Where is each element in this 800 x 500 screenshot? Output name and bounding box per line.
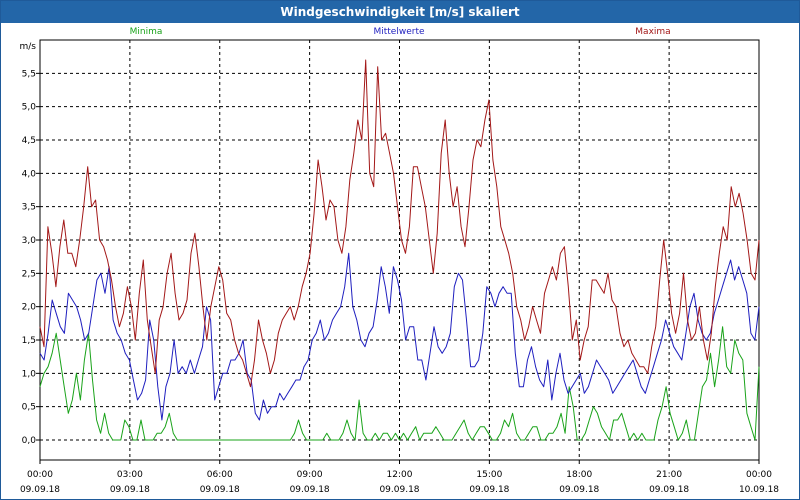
y-tick-label: 1,5 — [22, 336, 36, 346]
x-tick-date: 09.09.18 — [290, 485, 330, 495]
x-tick-time: 12:00 — [387, 470, 413, 480]
y-tick-label: 4,5 — [22, 136, 36, 146]
legend-maxima: Maxima — [635, 27, 670, 37]
x-tick-time: 18:00 — [566, 470, 592, 480]
y-tick-label: 2,5 — [22, 269, 36, 279]
series-line-mittelwerte — [39, 252, 760, 421]
series-line-minima — [39, 326, 760, 441]
x-tick-time: 00:00 — [746, 470, 772, 480]
y-tick-label: 4,0 — [22, 169, 37, 179]
x-tick-date: 09.09.18 — [649, 485, 689, 495]
x-tick-time: 06:00 — [207, 470, 233, 480]
window-title: Windgeschwindigkeit [m/s] skaliert — [1, 1, 799, 23]
y-tick-label: 3,0 — [22, 236, 37, 246]
x-tick-date: 09.09.18 — [20, 485, 60, 495]
x-tick-date: 09.09.18 — [110, 485, 150, 495]
y-tick-label: 1,0 — [22, 369, 37, 379]
legend-minima: Minima — [130, 27, 163, 37]
y-tick-label: 2,0 — [22, 303, 37, 313]
x-tick-date: 09.09.18 — [200, 485, 240, 495]
x-tick-time: 00:00 — [27, 470, 53, 480]
x-tick-date: 10.09.18 — [739, 485, 779, 495]
x-tick-time: 03:00 — [117, 470, 143, 480]
y-axis-unit: m/s — [20, 42, 37, 52]
series-line-maxima — [39, 59, 760, 388]
x-tick-time: 09:00 — [297, 470, 323, 480]
y-tick-label: 0,0 — [22, 436, 37, 446]
y-tick-label: 3,5 — [22, 203, 36, 213]
x-tick-date: 09.09.18 — [379, 485, 419, 495]
legend-mittelwerte: Mittelwerte — [373, 27, 424, 37]
y-tick-label: 5,0 — [22, 103, 37, 113]
y-tick-label: 5,5 — [22, 69, 36, 79]
x-tick-date: 09.09.18 — [559, 485, 599, 495]
x-tick-time: 21:00 — [656, 470, 682, 480]
y-tick-label: 0,5 — [22, 403, 36, 413]
x-tick-date: 09.09.18 — [469, 485, 509, 495]
x-tick-time: 15:00 — [476, 470, 502, 480]
